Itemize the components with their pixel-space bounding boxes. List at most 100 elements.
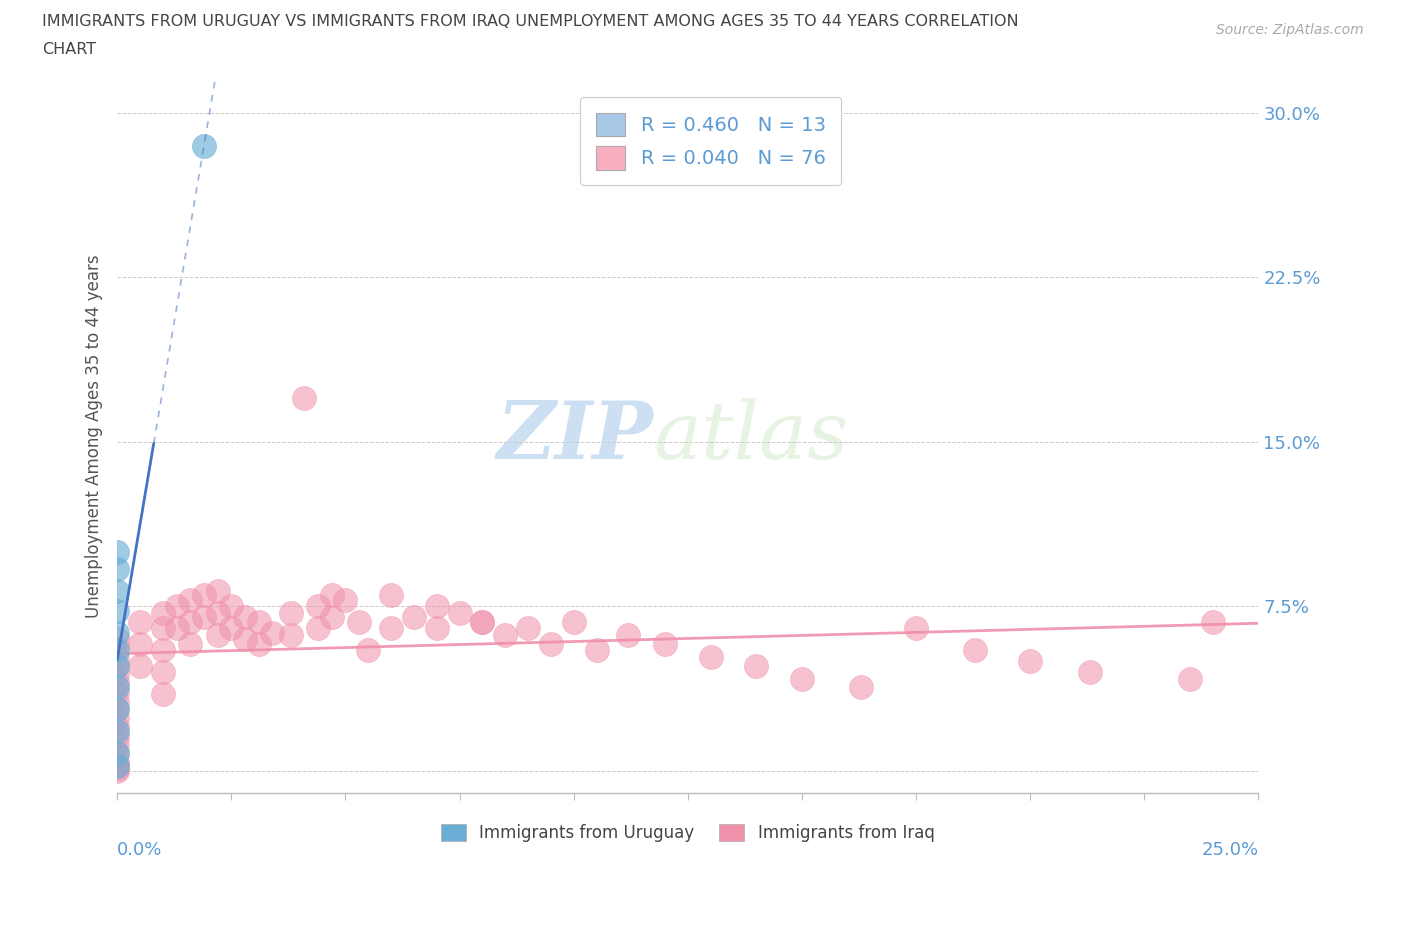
Point xyxy=(221,599,243,614)
Point xyxy=(105,759,128,774)
Point xyxy=(233,631,256,646)
Point xyxy=(851,680,873,695)
Point xyxy=(699,649,721,664)
Legend: Immigrants from Uruguay, Immigrants from Iraq: Immigrants from Uruguay, Immigrants from… xyxy=(434,817,942,848)
Point xyxy=(790,671,813,686)
Point xyxy=(105,625,128,640)
Point xyxy=(129,614,152,629)
Point xyxy=(471,614,494,629)
Point xyxy=(179,592,201,607)
Point xyxy=(654,636,676,651)
Point xyxy=(105,643,128,658)
Text: IMMIGRANTS FROM URUGUAY VS IMMIGRANTS FROM IRAQ UNEMPLOYMENT AMONG AGES 35 TO 44: IMMIGRANTS FROM URUGUAY VS IMMIGRANTS FR… xyxy=(42,14,1019,29)
Text: Source: ZipAtlas.com: Source: ZipAtlas.com xyxy=(1216,23,1364,37)
Point xyxy=(105,658,128,673)
Point xyxy=(129,636,152,651)
Point xyxy=(617,628,640,643)
Point xyxy=(105,702,128,717)
Point xyxy=(1019,654,1042,669)
Point xyxy=(426,621,449,636)
Point xyxy=(517,621,540,636)
Point xyxy=(280,628,302,643)
Point xyxy=(402,610,425,625)
Point xyxy=(105,583,128,598)
Point xyxy=(307,621,329,636)
Point xyxy=(1078,665,1101,680)
Point xyxy=(152,605,174,620)
Point xyxy=(207,628,229,643)
Point xyxy=(105,746,128,761)
Point xyxy=(1178,671,1201,686)
Point xyxy=(105,728,128,743)
Point xyxy=(193,139,215,153)
Point xyxy=(105,658,128,673)
Text: 25.0%: 25.0% xyxy=(1201,841,1258,859)
Point xyxy=(152,665,174,680)
Point xyxy=(292,391,315,405)
Point xyxy=(562,614,585,629)
Point xyxy=(321,588,343,603)
Point xyxy=(105,676,128,691)
Point xyxy=(105,759,128,774)
Point xyxy=(221,621,243,636)
Point xyxy=(262,625,284,640)
Point xyxy=(207,605,229,620)
Point xyxy=(745,658,768,673)
Point xyxy=(247,614,270,629)
Point xyxy=(471,614,494,629)
Point xyxy=(207,583,229,598)
Text: atlas: atlas xyxy=(654,398,849,475)
Point xyxy=(280,605,302,620)
Point xyxy=(449,605,471,620)
Point xyxy=(105,667,128,682)
Point xyxy=(307,599,329,614)
Point xyxy=(247,636,270,651)
Text: CHART: CHART xyxy=(42,42,96,57)
Point xyxy=(585,643,607,658)
Point xyxy=(129,658,152,673)
Point xyxy=(105,680,128,695)
Point xyxy=(105,684,128,699)
Point xyxy=(380,621,402,636)
Point xyxy=(1202,614,1225,629)
Point xyxy=(380,588,402,603)
Point xyxy=(179,614,201,629)
Point xyxy=(105,562,128,577)
Point xyxy=(426,599,449,614)
Point xyxy=(105,711,128,725)
Point xyxy=(152,686,174,701)
Point xyxy=(105,649,128,664)
Point xyxy=(105,754,128,769)
Point xyxy=(166,621,188,636)
Point xyxy=(105,702,128,717)
Point xyxy=(494,628,516,643)
Point xyxy=(152,643,174,658)
Point xyxy=(179,636,201,651)
Point xyxy=(193,610,215,625)
Point xyxy=(166,599,188,614)
Point xyxy=(357,643,380,658)
Point xyxy=(105,764,128,778)
Point xyxy=(105,720,128,735)
Point xyxy=(965,643,987,658)
Point xyxy=(905,621,928,636)
Point xyxy=(321,610,343,625)
Point xyxy=(105,746,128,761)
Point xyxy=(105,693,128,708)
Text: 0.0%: 0.0% xyxy=(117,841,163,859)
Point xyxy=(347,614,370,629)
Point xyxy=(105,631,128,646)
Point xyxy=(335,592,357,607)
Point xyxy=(540,636,562,651)
Point xyxy=(193,588,215,603)
Point xyxy=(233,610,256,625)
Point xyxy=(105,724,128,738)
Point xyxy=(105,761,128,776)
Point xyxy=(105,604,128,618)
Text: ZIP: ZIP xyxy=(496,398,654,475)
Point xyxy=(152,621,174,636)
Y-axis label: Unemployment Among Ages 35 to 44 years: Unemployment Among Ages 35 to 44 years xyxy=(86,255,103,618)
Point xyxy=(105,737,128,752)
Point xyxy=(105,544,128,559)
Point xyxy=(105,641,128,656)
